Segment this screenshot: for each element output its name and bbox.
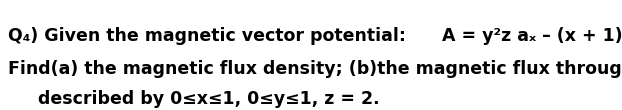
Text: described by 0≤x≤1, 0≤y≤1, z = 2.: described by 0≤x≤1, 0≤y≤1, z = 2. (8, 90, 379, 108)
Text: Find(a) the magnetic flux density; (b)the magnetic flux through a square loop: Find(a) the magnetic flux density; (b)th… (8, 60, 622, 78)
Text: Q₄) Given the magnetic vector potential:      A = y²z aₓ – (x + 1)z² a₄ A/m: Q₄) Given the magnetic vector potential:… (8, 27, 622, 45)
